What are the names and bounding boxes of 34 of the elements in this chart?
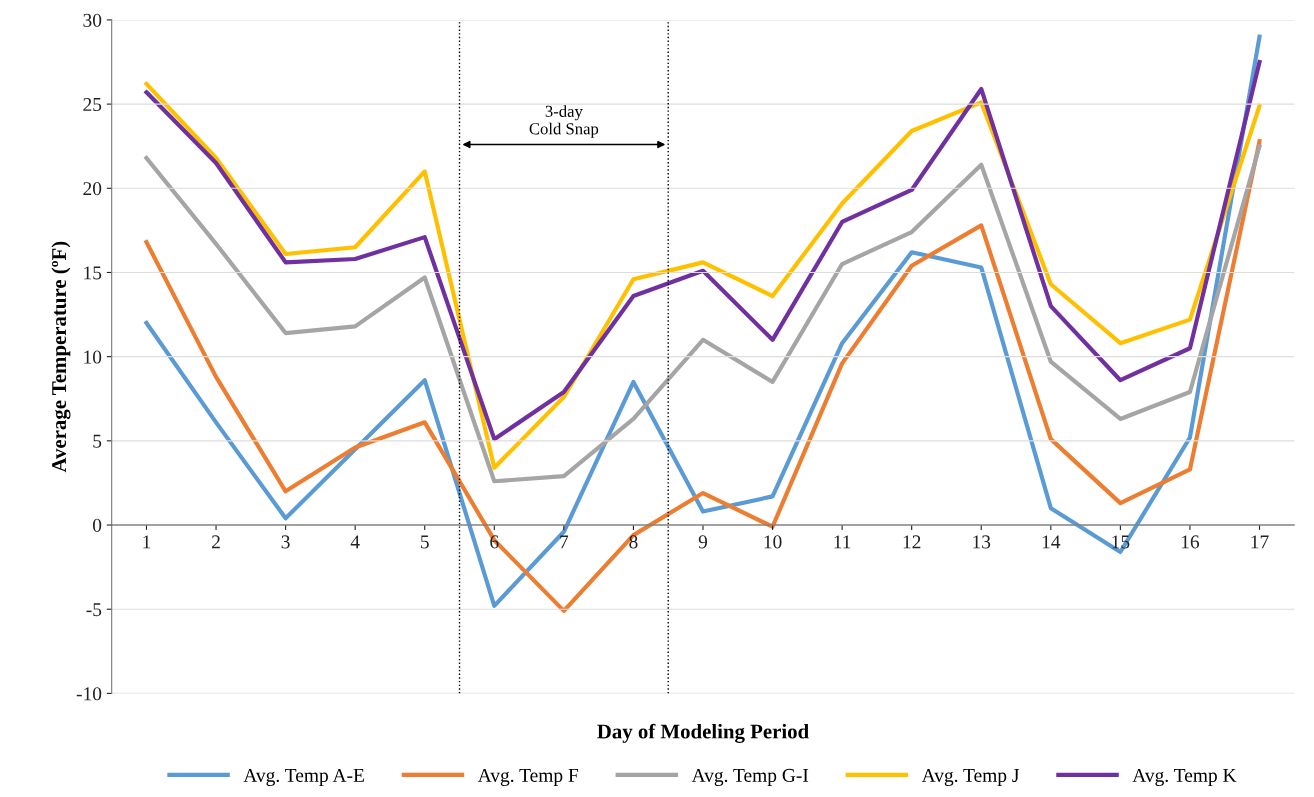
line-series [144,144,1262,484]
x-tick-label: 3 [281,535,290,549]
y-tick-label: 10 [84,350,102,364]
x-tick-label: 5 [421,535,429,549]
legend-label: Avg. Temp J [921,768,1020,786]
legend-label: Avg. Temp K [1132,768,1237,786]
x-tick-label: 14 [1042,535,1061,549]
x-tick-label: 17 [1251,535,1269,549]
x-axis-title: Day of Modeling Period [597,723,809,743]
x-tick-label: 6 [490,535,499,549]
y-axis-title: Average Temperature (ºF) [51,241,71,473]
x-tick-label: 2 [212,535,220,549]
y-tick-label: 5 [93,434,102,448]
y-tick-label: 20 [83,182,102,196]
legend-label: Avg. Temp G-I [691,768,809,786]
y-tick-label: 0 [92,518,102,532]
x-tick-label: 9 [698,535,708,549]
x-tick-label: 4 [350,535,360,549]
y-tick-label: 25 [83,97,102,112]
y-tick-label: -10 [76,687,102,701]
x-tick-label: 16 [1181,535,1200,549]
x-tick-label: 12 [903,535,921,549]
x-tick-label: 8 [629,535,638,549]
x-tick-label: 13 [973,535,991,549]
y-tick-label: -5 [86,603,102,617]
x-tick-label: 11 [834,535,851,549]
y-tick-label: 30 [83,13,102,27]
x-tick-label: 1 [143,535,151,549]
legend-label: Avg. Temp F [477,768,579,786]
x-tick-label: 10 [764,535,782,549]
legend-label: Avg. Temp A-E [243,768,364,786]
annotation: 3-day Cold Snap [529,105,599,138]
y-tick-label: 15 [84,266,102,280]
x-tick-label: 7 [560,535,569,549]
